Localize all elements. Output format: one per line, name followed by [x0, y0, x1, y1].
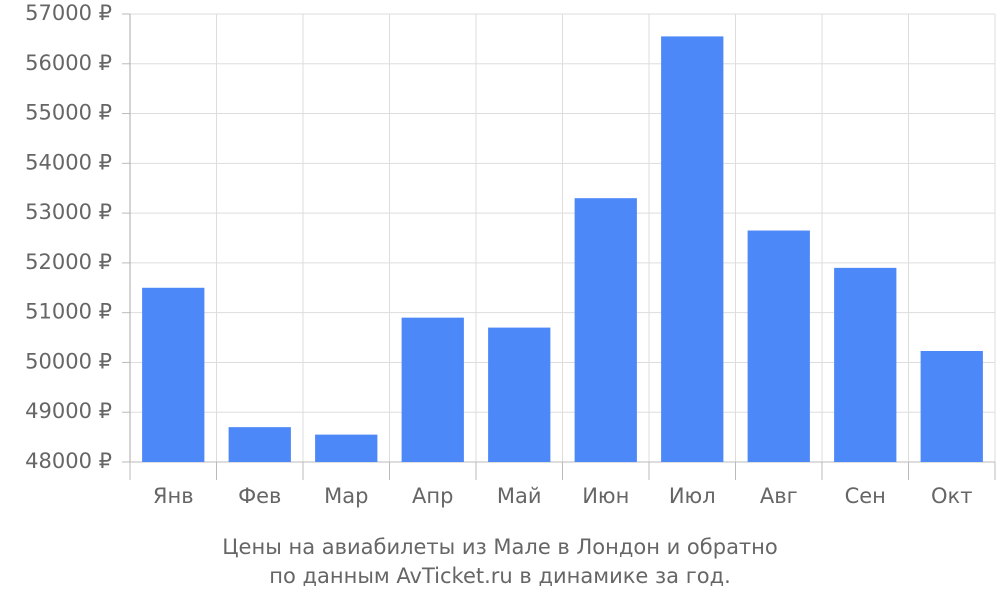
x-tick-label: Авг — [760, 484, 798, 508]
x-tick-label: Июн — [582, 484, 629, 508]
x-tick-label: Мар — [324, 484, 368, 508]
y-tick-label: 52000 ₽ — [25, 250, 112, 274]
y-tick-label: 49000 ₽ — [25, 399, 112, 423]
bar — [661, 36, 724, 463]
x-tick-label: Май — [497, 484, 542, 508]
y-tick-label: 54000 ₽ — [25, 150, 112, 174]
x-tick-label: Янв — [153, 484, 194, 508]
chart-subtitle: по данным AvTicket.ru в динамике за год. — [269, 564, 731, 588]
y-tick-label: 56000 ₽ — [25, 51, 112, 75]
y-tick-label: 53000 ₽ — [25, 200, 112, 224]
bar — [142, 287, 205, 462]
y-tick-label: 50000 ₽ — [25, 349, 112, 373]
bar — [834, 267, 897, 462]
bar — [574, 198, 637, 462]
y-tick-label: 57000 ₽ — [25, 1, 112, 25]
x-tick-label: Окт — [931, 484, 972, 508]
y-tick-label: 55000 ₽ — [25, 101, 112, 125]
x-tick-label: Апр — [412, 484, 453, 508]
bar — [488, 327, 551, 462]
bar — [401, 317, 464, 462]
x-tick-label: Сен — [845, 484, 886, 508]
x-tick-label: Фев — [238, 484, 281, 508]
bar — [920, 350, 983, 462]
y-tick-label: 48000 ₽ — [25, 449, 112, 473]
chart-title: Цены на авиабилеты из Мале в Лондон и об… — [222, 535, 778, 559]
bar — [315, 434, 378, 462]
bar — [228, 427, 291, 462]
x-tick-label: Июл — [669, 484, 716, 508]
y-tick-label: 51000 ₽ — [25, 300, 112, 324]
bar — [747, 230, 810, 462]
